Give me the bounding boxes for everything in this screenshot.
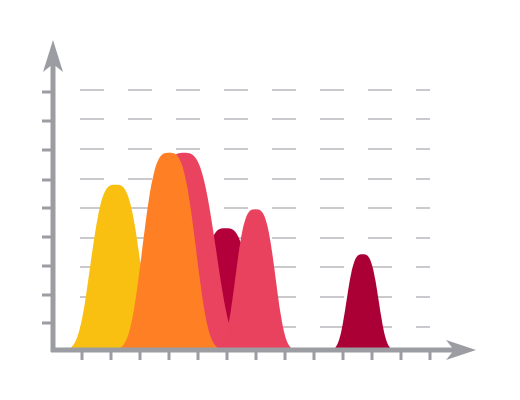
series-area-5 bbox=[92, 152, 246, 350]
series-area-4 bbox=[198, 209, 313, 350]
plot-area bbox=[44, 152, 409, 350]
series-area-2 bbox=[154, 228, 298, 350]
x-axis-arrow-icon bbox=[446, 340, 476, 360]
series-area-1 bbox=[44, 184, 187, 350]
axes bbox=[42, 40, 476, 360]
series-area-6 bbox=[316, 254, 409, 350]
axis-ticks bbox=[42, 90, 432, 360]
y-axis-arrow-icon bbox=[43, 40, 63, 72]
